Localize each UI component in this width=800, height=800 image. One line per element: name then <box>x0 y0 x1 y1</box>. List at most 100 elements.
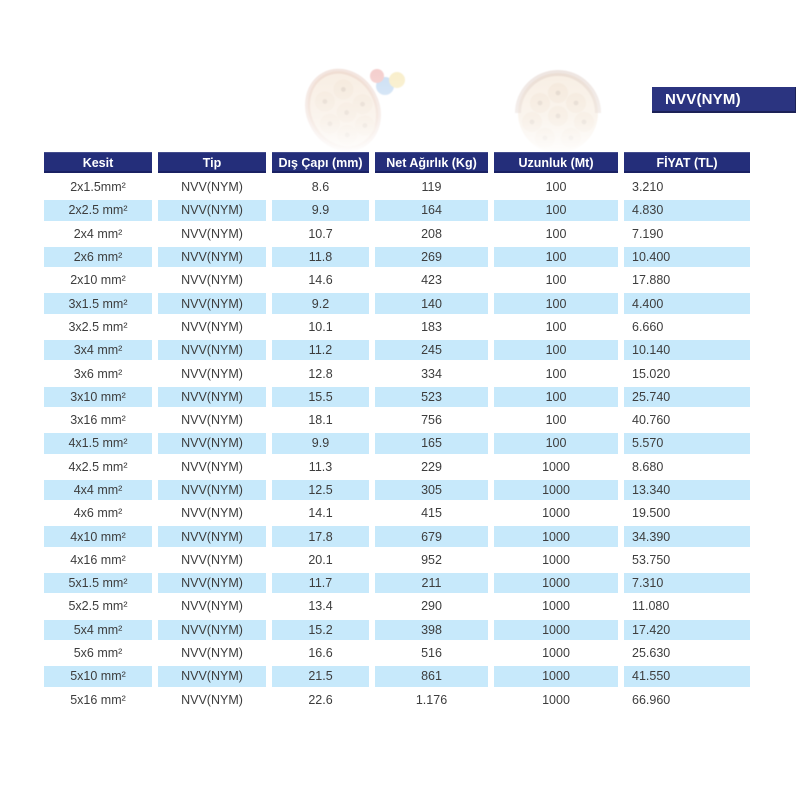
table-cell: 523 <box>375 386 488 409</box>
table-cell: 25.630 <box>632 646 671 661</box>
table-row: 5x4 mm² NVV(NYM) 15.2 398 1000 17.420 <box>44 619 750 642</box>
table-row: 5x6 mm² NVV(NYM) 16.6 516 1000 25.630 <box>44 642 750 665</box>
table-row: 4x1.5 mm² NVV(NYM) 9.9 165 100 5.570 <box>44 432 750 455</box>
table-cell: NVV(NYM) <box>158 665 266 688</box>
table-cell: 229 <box>421 459 442 474</box>
table-cell: 15.5 <box>272 386 369 409</box>
table-cell: 1000 <box>494 525 618 548</box>
table-cell: 9.9 <box>272 199 369 222</box>
photo-fade-overlay <box>285 68 655 158</box>
table-cell: 211 <box>375 572 488 595</box>
table-cell: 1000 <box>494 572 618 595</box>
table-cell: 40.760 <box>632 413 671 428</box>
table-cell: 25.740 <box>624 386 750 409</box>
table-row: 2x2.5 mm² NVV(NYM) 9.9 164 100 4.830 <box>44 199 750 222</box>
table-cell: 15.2 <box>272 619 369 642</box>
table-cell: 4x1.5 mm² <box>44 432 152 455</box>
table-cell: NVV(NYM) <box>158 619 266 642</box>
table-cell: 100 <box>545 180 567 195</box>
table-body: 2x1.5mm² NVV(NYM) 8.6 119 100 3.210 2x2.5 mm² N… <box>44 176 750 712</box>
table-cell: 3.210 <box>632 180 664 195</box>
table-row: 2x6 mm² NVV(NYM) 11.8 269 100 10.400 <box>44 246 750 269</box>
table-cell: 756 <box>421 413 442 428</box>
table-cell: 15.020 <box>632 366 671 381</box>
table-cell: 11.7 <box>272 572 369 595</box>
table-row: 3x16 mm² NVV(NYM) 18.1 756 100 40.760 <box>44 409 750 432</box>
table-cell: 100 <box>494 432 618 455</box>
table-cell: 679 <box>375 525 488 548</box>
table-row: 2x1.5mm² NVV(NYM) 8.6 119 100 3.210 <box>44 176 750 199</box>
table-row: 5x16 mm² NVV(NYM) 22.6 1.176 1000 66.960 <box>44 689 750 712</box>
table-row: 3x1.5 mm² NVV(NYM) 9.2 140 100 4.400 <box>44 292 750 315</box>
table-cell: 3x1.5 mm² <box>44 292 152 315</box>
table-cell: 2x1.5mm² <box>70 180 126 195</box>
table-cell: 5x16 mm² <box>70 692 126 707</box>
table-cell: 415 <box>421 506 442 521</box>
table-row: 4x6 mm² NVV(NYM) 14.1 415 1000 19.500 <box>44 502 750 525</box>
table-cell: 1000 <box>542 552 570 567</box>
product-type-badge: NVV(NYM) <box>652 87 796 113</box>
table-cell: 66.960 <box>632 692 671 707</box>
table-cell: 17.8 <box>272 525 369 548</box>
table-cell: 4x4 mm² <box>44 479 152 502</box>
table-cell: 6.660 <box>632 319 664 334</box>
table-cell: 100 <box>494 199 618 222</box>
table-cell: NVV(NYM) <box>181 459 243 474</box>
column-header-kesit: Kesit <box>44 152 152 173</box>
table-cell: 100 <box>494 386 618 409</box>
table-cell: 1000 <box>494 665 618 688</box>
table-cell: 3x2.5 mm² <box>68 319 128 334</box>
table-cell: 100 <box>545 273 567 288</box>
table-cell: 516 <box>421 646 442 661</box>
table-cell: 952 <box>421 552 442 567</box>
table-cell: 100 <box>494 246 618 269</box>
table-cell: 5x4 mm² <box>44 619 152 642</box>
table-cell: 8.6 <box>311 180 330 195</box>
table-cell: 8.680 <box>632 459 664 474</box>
table-cell: NVV(NYM) <box>181 692 243 707</box>
table-cell: NVV(NYM) <box>181 180 243 195</box>
table-cell: NVV(NYM) <box>181 226 243 241</box>
table-cell: NVV(NYM) <box>158 432 266 455</box>
column-header-fiyat: FİYAT (TL) <box>624 152 750 173</box>
table-cell: 53.750 <box>632 552 671 567</box>
table-cell: 208 <box>421 226 442 241</box>
table-cell: NVV(NYM) <box>181 506 243 521</box>
table-row: 5x2.5 mm² NVV(NYM) 13.4 290 1000 11.080 <box>44 595 750 618</box>
table-cell: 1000 <box>542 646 570 661</box>
table-cell: 1000 <box>542 692 570 707</box>
table-cell: 11.3 <box>308 459 333 474</box>
table-cell: 183 <box>421 319 442 334</box>
table-row: 5x1.5 mm² NVV(NYM) 11.7 211 1000 7.310 <box>44 572 750 595</box>
table-cell: 290 <box>421 599 442 614</box>
table-cell: 4x2.5 mm² <box>68 459 128 474</box>
table-cell: 1000 <box>542 506 570 521</box>
table-row: 3x2.5 mm² NVV(NYM) 10.1 183 100 6.660 <box>44 316 750 339</box>
table-cell: 140 <box>375 292 488 315</box>
table-row: 3x10 mm² NVV(NYM) 15.5 523 100 25.740 <box>44 386 750 409</box>
product-photo <box>285 68 655 158</box>
table-cell: 10.400 <box>624 246 750 269</box>
table-cell: 164 <box>375 199 488 222</box>
table-cell: 100 <box>494 339 618 362</box>
table-cell: 10.140 <box>624 339 750 362</box>
table-cell: 3x4 mm² <box>44 339 152 362</box>
table-cell: 1000 <box>542 459 570 474</box>
table-cell: NVV(NYM) <box>181 273 243 288</box>
table-cell: 100 <box>545 319 567 334</box>
table-cell: 4.830 <box>624 199 750 222</box>
table-cell: NVV(NYM) <box>158 292 266 315</box>
table-cell: 5.570 <box>624 432 750 455</box>
table-cell: 13.340 <box>624 479 750 502</box>
table-cell: 22.6 <box>308 692 333 707</box>
table-cell: 7.190 <box>632 226 664 241</box>
table-cell: 17.420 <box>624 619 750 642</box>
table-cell: 3x10 mm² <box>44 386 152 409</box>
table-cell: 4x10 mm² <box>44 525 152 548</box>
table-cell: 119 <box>421 180 442 195</box>
table-cell: NVV(NYM) <box>181 413 243 428</box>
table-cell: NVV(NYM) <box>158 525 266 548</box>
table-cell: 100 <box>545 413 567 428</box>
table-cell: 4.400 <box>624 292 750 315</box>
table-cell: 11.080 <box>632 599 670 614</box>
